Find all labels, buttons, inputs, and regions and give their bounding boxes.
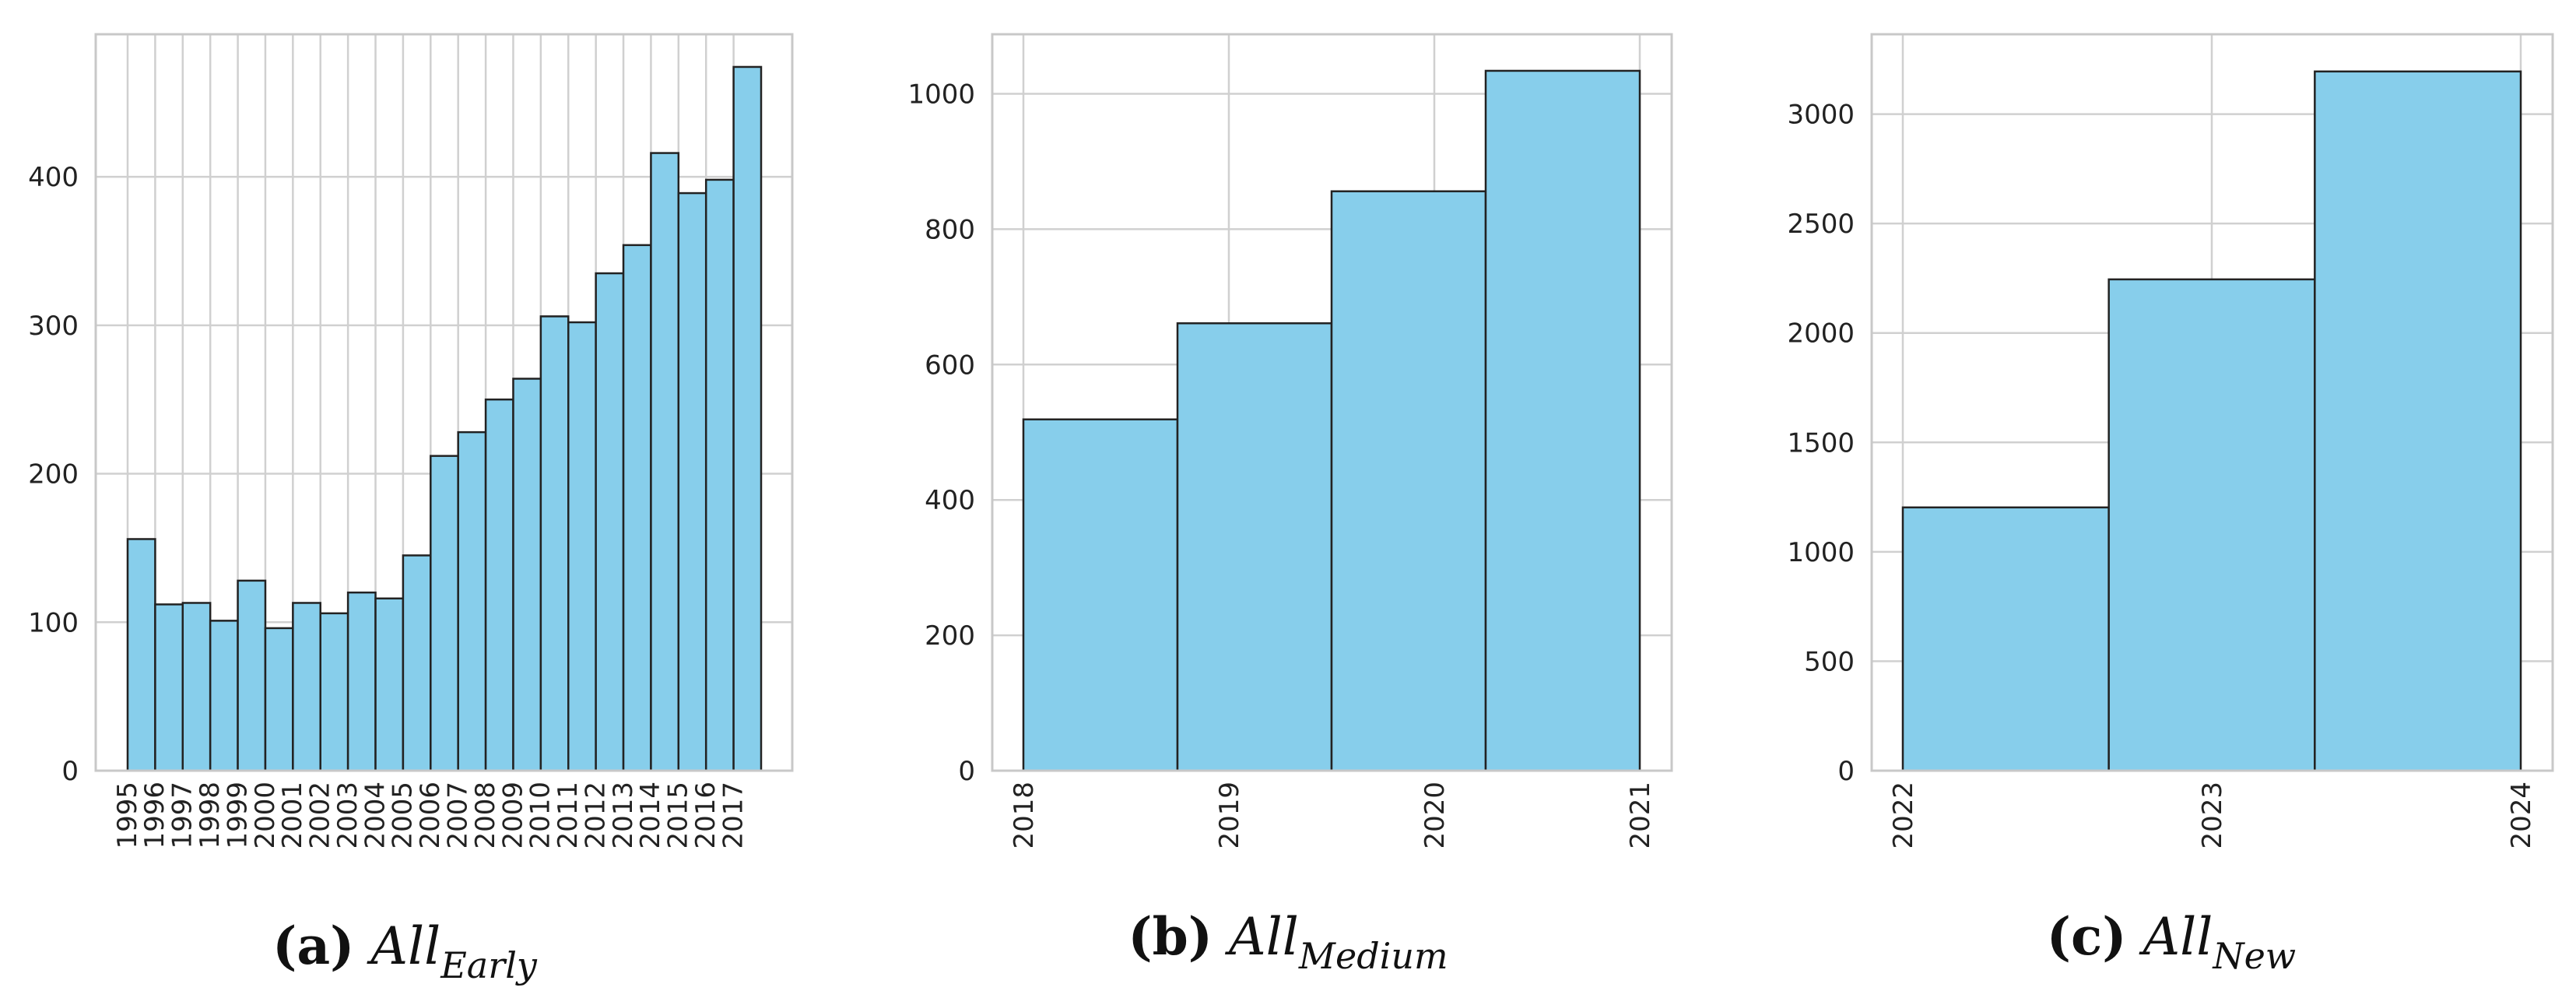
a-xtick-label-5: 2000 — [250, 782, 281, 849]
a-xtick-label-21: 2016 — [690, 782, 721, 849]
a-bar-8 — [346, 591, 377, 772]
a-xtick-label-19: 2014 — [635, 782, 666, 849]
a-xtick-label-20: 2015 — [663, 782, 694, 849]
c-ytick-label-4: 2000 — [1787, 318, 1855, 350]
b-xtick-label-1: 2019 — [1214, 782, 1245, 849]
a-bar-19 — [650, 152, 680, 772]
a-xtick-label-8: 2003 — [332, 782, 363, 849]
c-bar-0 — [1901, 506, 2110, 772]
a-bar-2 — [181, 602, 212, 772]
a-xtick-label-15: 2010 — [525, 782, 556, 849]
a-bar-12 — [457, 430, 487, 772]
a-xtick-label-22: 2017 — [718, 782, 749, 849]
b-xtick-label-0: 2018 — [1009, 782, 1040, 849]
b-ytick-label-1: 200 — [925, 620, 975, 652]
a-bar-17 — [595, 272, 625, 772]
c-axes-frame — [1870, 33, 2554, 772]
chart-c: 0 500 1000 1500 2000 2500 3000 2022 2023 2024 — [1787, 33, 2554, 849]
a-bar-0 — [126, 538, 156, 772]
a-xtick-label-10: 2005 — [388, 782, 419, 849]
a-bar-18 — [622, 244, 652, 772]
c-ytick-label-0: 0 — [1837, 756, 1855, 787]
a-ytick-label-0: 0 — [61, 756, 79, 787]
c-ytick-label-3: 1500 — [1787, 427, 1855, 459]
a-ytick-label-1: 100 — [28, 607, 79, 638]
a-bar-13 — [484, 398, 514, 772]
a-xtick-label-2: 1997 — [167, 782, 198, 849]
a-bar-11 — [430, 455, 459, 772]
a-ytick-label-4: 400 — [28, 162, 79, 193]
c-ytick-label-5: 2500 — [1787, 209, 1855, 240]
a-xtick-label-17: 2012 — [580, 782, 611, 849]
chart-a: 0100200300400199519961997199819992000200… — [28, 33, 794, 849]
a-bar-6 — [292, 602, 321, 772]
c-bar-2 — [2314, 70, 2522, 772]
a-xtick-label-6: 2001 — [277, 782, 308, 849]
a-bar-14 — [512, 378, 542, 772]
b-xtick-label-2: 2020 — [1420, 782, 1451, 849]
a-xtick-label-11: 2006 — [415, 782, 446, 849]
c-ytick-label-1: 500 — [1804, 646, 1855, 677]
c-ytick-label-2: 1000 — [1787, 537, 1855, 568]
b-ytick-label-0: 0 — [958, 756, 975, 787]
c-bar-1 — [2107, 278, 2316, 772]
b-ytick-label-5: 1000 — [907, 79, 975, 111]
c-xtick-label-1: 2023 — [2197, 782, 2228, 849]
b-bar-2 — [1330, 190, 1487, 772]
a-xtick-label-7: 2002 — [305, 782, 336, 849]
b-bar-0 — [1022, 418, 1179, 772]
b-ytick-label-2: 400 — [925, 485, 975, 516]
b-axes-frame — [991, 33, 1673, 772]
a-bar-1 — [154, 603, 184, 772]
c-ytick-label-6: 3000 — [1787, 100, 1855, 131]
a-xtick-label-18: 2013 — [608, 782, 639, 849]
a-bar-7 — [319, 612, 349, 772]
chart-b: 0 200 400 600 800 1000 2018 2019 2020 2021 — [907, 33, 1673, 849]
a-xtick-label-13: 2008 — [470, 782, 501, 849]
a-bar-10 — [402, 554, 432, 772]
c-xtick-label-0: 2022 — [1888, 782, 1919, 849]
b-ytick-label-3: 600 — [925, 350, 975, 381]
a-xtick-label-4: 1999 — [222, 782, 253, 849]
a-xtick-label-1: 1996 — [139, 782, 170, 849]
a-bar-15 — [539, 315, 570, 772]
c-xtick-label-2: 2024 — [2506, 782, 2537, 849]
a-axes-frame — [94, 33, 794, 772]
a-bar-20 — [677, 192, 707, 772]
a-bar-16 — [567, 321, 597, 772]
a-xtick-label-0: 1995 — [112, 782, 143, 849]
a-bar-4 — [237, 579, 267, 772]
a-xtick-label-14: 2009 — [497, 782, 528, 849]
caption-c: (c) AllNew — [2047, 906, 2296, 977]
b-xtick-label-3: 2021 — [1625, 782, 1656, 849]
a-bar-22 — [732, 65, 763, 772]
caption-b: (b) AllMedium — [1128, 906, 1448, 977]
a-xtick-label-3: 1998 — [195, 782, 226, 849]
a-bar-21 — [704, 178, 735, 772]
a-bar-9 — [374, 597, 405, 772]
a-ytick-label-3: 300 — [28, 311, 79, 342]
a-xtick-label-12: 2007 — [442, 782, 473, 849]
a-xtick-label-16: 2011 — [553, 782, 584, 849]
b-ytick-label-4: 800 — [925, 214, 975, 245]
caption-a: (a) AllEarly — [272, 915, 538, 986]
b-bar-1 — [1176, 322, 1333, 772]
b-bar-3 — [1484, 69, 1641, 772]
a-ytick-label-2: 200 — [28, 459, 79, 490]
a-bar-3 — [209, 620, 239, 772]
a-bar-5 — [264, 627, 294, 772]
a-xtick-label-9: 2004 — [360, 782, 391, 849]
